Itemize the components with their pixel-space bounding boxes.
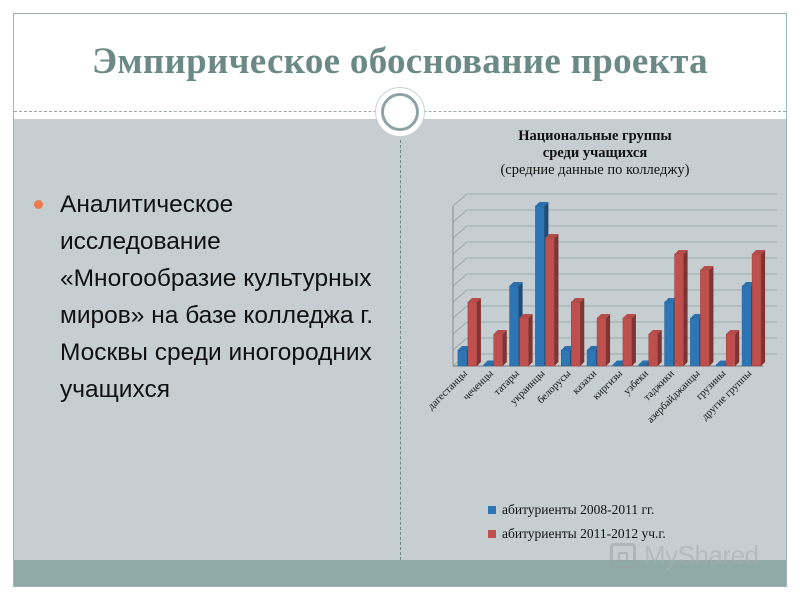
bar-blue [586,349,597,367]
bar-blue [509,285,519,367]
bar-top [493,330,507,334]
bar-side [631,314,636,366]
chart-title: Национальные группы среди учащихся (сред… [405,128,785,179]
bar-top [509,282,523,286]
gridline-side [452,337,468,351]
bar-side [606,314,611,366]
bar-side [528,314,533,366]
legend-item: абитуриенты 2008-2011 гг. [488,498,666,522]
footer-band [14,560,786,586]
legend-swatch-blue [488,506,496,514]
gridline-side [452,273,468,287]
legend-swatch-red [488,530,496,538]
bullet-icon [34,200,43,209]
bar-top [457,346,471,350]
bar-top [571,298,585,302]
bar-top [587,346,601,350]
bar-top [535,202,549,206]
bar-top [752,250,766,254]
bar-red [467,301,478,367]
legend-label: абитуриенты 2011-2012 уч.г. [502,526,666,541]
gridline-side [452,225,468,239]
bar-red [751,253,762,367]
bar-blue [638,364,648,367]
watermark: MyShared [610,540,759,571]
bar-red [493,333,503,367]
watermark-logo-icon [610,542,636,569]
bar-red [596,317,607,367]
chart-title-line1: Национальные группы [518,128,672,144]
bar-top [700,266,714,270]
body-text: Аналитическое исследование «Многообразие… [60,191,374,403]
bar-red [700,269,710,367]
bar-blue [690,317,700,367]
bar-red [726,333,736,367]
bar-red [519,317,529,367]
bar-side [580,298,585,366]
bar-red [545,237,555,367]
legend-label: абитуриенты 2008-2011 гг. [502,502,655,517]
bar-red [674,253,684,367]
gridline-side [452,321,468,335]
bar-top [674,250,688,254]
bar-blue [612,364,623,367]
bar-side [683,250,688,366]
gridline-side [452,289,468,303]
bar-top [622,314,636,318]
bar-blue [741,285,752,367]
bar-red [648,333,658,367]
bar-blue [483,364,493,367]
bar-side [709,266,714,366]
slide-title: Эмпирическое обоснование проекта [92,41,708,82]
column-divider [400,140,401,560]
bar-side [476,298,481,366]
bar-blue [535,205,545,367]
bar-top [648,330,662,334]
gridline-side [452,305,468,319]
bar-top [726,330,740,334]
bar-top [467,298,481,302]
bar-blue [716,364,726,367]
bar-blue [664,301,674,367]
gridline-side [452,241,468,255]
gridline-side [452,209,468,223]
chart-subtitle: (средние данные по колледжу) [500,162,690,178]
bar-chart: дагестанцычеченцытатарыукраинцыбелорусык… [426,193,777,426]
chart-legend: абитуриенты 2008-2011 гг. абитуриенты 20… [488,498,666,546]
bar-top [690,314,704,318]
bar-side [735,330,740,366]
gridline-side [452,257,468,271]
slide-frame [13,13,787,587]
bar-top [545,234,559,238]
chart-title-line2: среди учащихся [542,145,648,161]
bar-red [571,301,581,367]
bar-top [597,314,611,318]
watermark-text: MyShared [644,540,759,570]
bar-side [554,234,559,366]
bar-red [622,317,633,367]
legend-item: абитуриенты 2011-2012 уч.г. [488,522,666,546]
bar-side [761,250,766,366]
x-tick-label: дагестанцы [426,368,470,412]
gridline-side [452,193,468,207]
bar-side [657,330,662,366]
bar-side [502,330,507,366]
bar-blue [561,349,571,367]
ornament-ring [381,93,419,131]
bar-top [519,314,533,318]
bar-blue [457,349,468,367]
